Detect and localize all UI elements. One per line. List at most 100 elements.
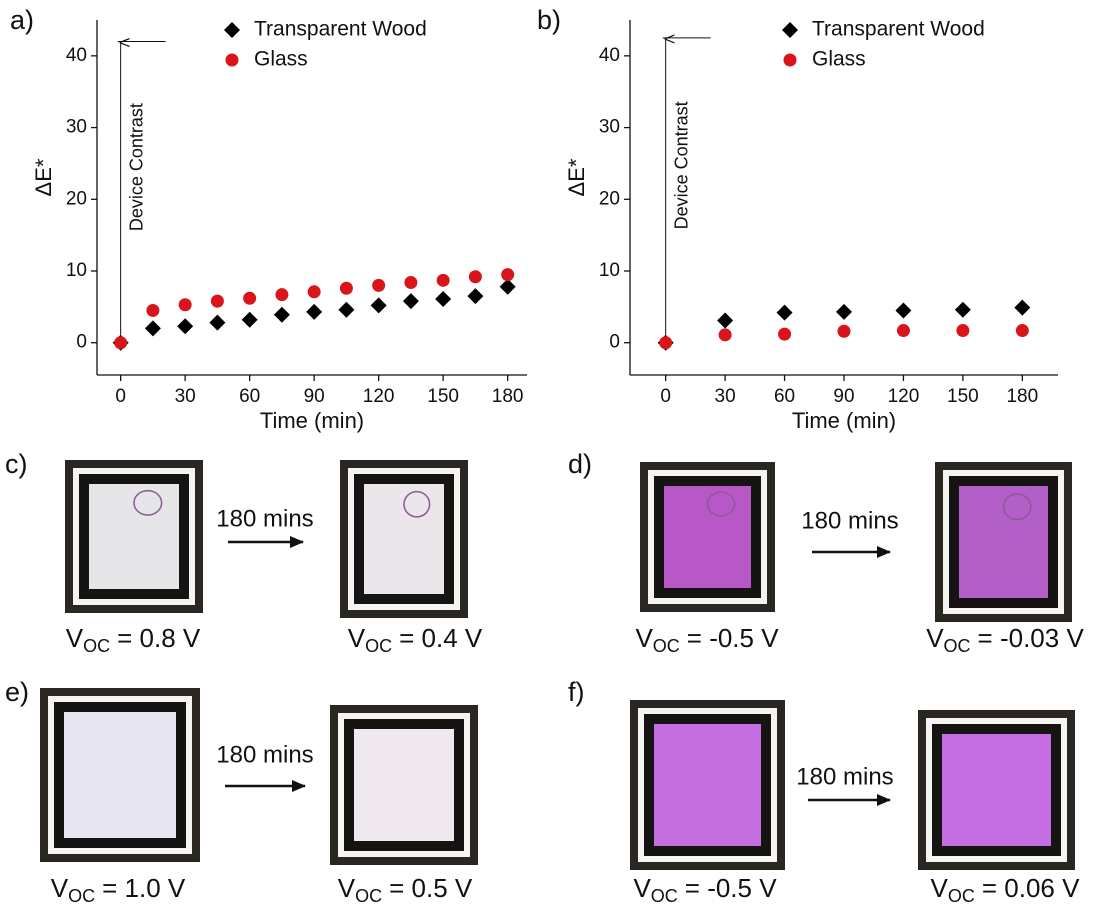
voc-label: VOC = 0.06 V	[931, 873, 1081, 906]
voc-value: = 0.4 V	[399, 623, 483, 653]
data-point	[776, 304, 793, 321]
data-point	[467, 288, 484, 305]
photo-bubble	[133, 489, 163, 516]
data-point	[956, 324, 970, 338]
data-point	[896, 324, 910, 338]
y-tick-label: 30	[599, 117, 620, 138]
data-point	[177, 318, 194, 335]
x-tick-label: 0	[115, 386, 126, 407]
data-point	[307, 285, 321, 299]
photo	[65, 460, 203, 613]
x-tick-label: 60	[239, 386, 260, 407]
data-point	[499, 278, 516, 295]
x-tick-label: 30	[175, 386, 196, 407]
y-tick-label: 40	[599, 45, 620, 66]
photo	[640, 462, 775, 612]
data-point	[895, 302, 912, 319]
photo-pane	[354, 729, 454, 841]
voc-value: = -0.5 V	[687, 623, 779, 653]
x-tick-label: 150	[947, 386, 979, 407]
voc-value: = -0.03 V	[978, 623, 1085, 653]
data-point	[659, 336, 673, 350]
x-tick-label: 180	[1006, 386, 1038, 407]
x-tick-label: 120	[888, 386, 920, 407]
data-point	[1014, 299, 1031, 316]
data-point	[1015, 324, 1029, 338]
data-point	[306, 303, 323, 320]
data-point	[717, 312, 734, 329]
voc-subscript: OC	[653, 636, 680, 656]
data-point	[404, 275, 418, 289]
photo	[330, 705, 478, 865]
arrow-label: 180 mins	[796, 763, 893, 790]
data-point	[718, 328, 732, 342]
panel-label: e)	[5, 677, 29, 707]
voc-value: = 1.0 V	[102, 873, 186, 903]
photo	[918, 710, 1075, 870]
data-point	[435, 290, 452, 307]
voc-value: = 0.5 V	[389, 873, 473, 903]
voc-symbol: V	[51, 873, 69, 903]
panel-label: a)	[10, 5, 34, 35]
data-point	[243, 291, 257, 305]
arrow-label: 180 mins	[801, 507, 898, 534]
photo	[40, 688, 200, 862]
data-point	[209, 314, 226, 331]
voc-label: VOC = 1.0 V	[51, 873, 186, 906]
photo	[340, 460, 468, 618]
legend-marker	[783, 53, 797, 67]
voc-label: VOC = -0.03 V	[926, 623, 1084, 656]
x-axis-title: Time (min)	[792, 408, 896, 433]
voc-value: = -0.5 V	[685, 873, 777, 903]
voc-subscript: OC	[83, 636, 110, 656]
voc-symbol: V	[931, 873, 949, 903]
data-point	[468, 270, 482, 284]
panel-label: d)	[568, 449, 592, 479]
data-point	[402, 293, 419, 310]
photo	[935, 462, 1072, 622]
photo-bubble	[706, 491, 736, 517]
x-axis-title: Time (min)	[260, 408, 364, 433]
y-tick-label: 0	[609, 332, 620, 353]
arrow-label: 180 mins	[216, 505, 313, 532]
voc-subscript: OC	[948, 886, 975, 906]
x-tick-label: 0	[660, 386, 671, 407]
data-point	[338, 301, 355, 318]
data-point	[178, 298, 192, 312]
voc-subscript: OC	[651, 886, 678, 906]
data-point	[836, 303, 852, 320]
voc-symbol: V	[926, 623, 944, 653]
x-tick-label: 120	[363, 386, 395, 407]
x-tick-label: 150	[427, 386, 459, 407]
photo-bubble	[403, 490, 431, 518]
data-point	[146, 303, 160, 317]
data-point	[778, 327, 792, 341]
voc-subscript: OC	[365, 636, 392, 656]
y-tick-label: 10	[599, 260, 620, 281]
legend-label: Glass	[812, 48, 866, 71]
photo-pane	[942, 734, 1051, 846]
x-tick-label: 60	[774, 386, 795, 407]
arrow-label: 180 mins	[216, 741, 313, 768]
x-tick-label: 30	[715, 386, 736, 407]
voc-subscript: OC	[68, 886, 95, 906]
voc-label: VOC = -0.5 V	[633, 873, 777, 906]
voc-value: = 0.8 V	[117, 623, 201, 653]
legend-label: Transparent Wood	[812, 18, 985, 41]
voc-symbol: V	[338, 873, 356, 903]
data-point	[954, 301, 971, 318]
x-tick-label: 90	[833, 386, 854, 407]
data-point	[144, 320, 161, 337]
data-point	[273, 306, 290, 323]
photo-pane	[64, 712, 176, 838]
panel-label: b)	[537, 5, 561, 35]
data-point	[370, 297, 387, 314]
y-tick-label: 40	[66, 45, 87, 66]
voc-label: VOC = 0.8 V	[66, 623, 201, 656]
photo	[630, 700, 785, 870]
y-axis-title: ΔE*	[31, 158, 56, 196]
voc-symbol: V	[348, 623, 366, 653]
voc-symbol: V	[633, 873, 651, 903]
voc-label: VOC = -0.5 V	[635, 623, 779, 656]
